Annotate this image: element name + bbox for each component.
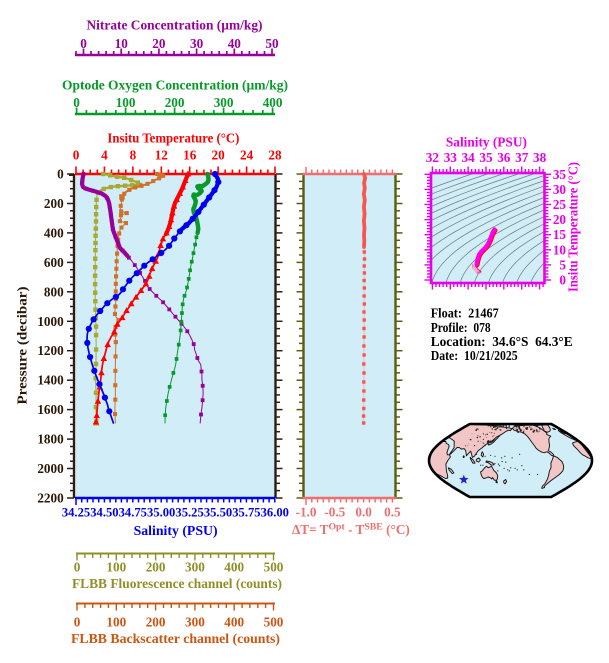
svg-text:1400: 1400 (37, 373, 64, 388)
svg-text:Salinity (PSU): Salinity (PSU) (134, 523, 218, 538)
svg-text:Date: 10/21/2025: Date: 10/21/2025 (431, 348, 518, 363)
svg-text:35.50: 35.50 (204, 506, 232, 520)
svg-text:0.0: 0.0 (355, 505, 372, 520)
svg-text:0: 0 (73, 95, 80, 110)
svg-text:34.75: 34.75 (119, 506, 147, 520)
svg-text:400: 400 (224, 615, 244, 630)
svg-text:Insitu Temperature (°C): Insitu Temperature (°C) (566, 162, 581, 292)
svg-text:0: 0 (80, 36, 87, 51)
svg-text:100: 100 (106, 615, 126, 630)
svg-text:0: 0 (74, 615, 81, 630)
svg-text:24: 24 (240, 148, 254, 163)
svg-text:20: 20 (553, 212, 567, 227)
svg-text:33: 33 (444, 150, 458, 165)
svg-text:Optode Oxygen Concentration (µ: Optode Oxygen Concentration (µm/kg) (62, 78, 288, 93)
svg-text:FLBB Backscatter channel (coun: FLBB Backscatter channel (counts) (71, 631, 280, 646)
svg-text:300: 300 (185, 615, 205, 630)
svg-text:4: 4 (101, 148, 108, 163)
svg-text:Salinity (PSU): Salinity (PSU) (446, 135, 527, 150)
svg-text:20: 20 (152, 36, 166, 51)
svg-text:10: 10 (115, 36, 129, 51)
svg-text:1800: 1800 (37, 432, 64, 447)
svg-text:35.25: 35.25 (175, 506, 203, 520)
svg-text:35.00: 35.00 (147, 506, 175, 520)
svg-text:FLBB Fluorescence channel (cou: FLBB Fluorescence channel (counts) (72, 576, 282, 591)
svg-text:800: 800 (44, 284, 64, 299)
svg-text:30: 30 (190, 36, 204, 51)
svg-text:36: 36 (497, 150, 511, 165)
svg-text:1200: 1200 (37, 343, 64, 358)
svg-text:5: 5 (559, 257, 566, 272)
svg-text:20: 20 (212, 148, 226, 163)
svg-text:0: 0 (73, 148, 80, 163)
svg-text:ΔT= TOpt - TSBE (°C): ΔT= TOpt - TSBE (°C) (292, 522, 410, 538)
svg-text:0: 0 (57, 167, 64, 182)
svg-text:34.50: 34.50 (90, 506, 118, 520)
svg-text:300: 300 (214, 95, 234, 110)
svg-text:0: 0 (559, 273, 566, 288)
svg-text:8: 8 (130, 148, 137, 163)
svg-text:32: 32 (426, 150, 440, 165)
svg-text:0: 0 (74, 560, 81, 575)
svg-text:36.00: 36.00 (261, 506, 289, 520)
svg-text:40: 40 (228, 36, 242, 51)
svg-text:400: 400 (44, 225, 64, 240)
svg-text:10: 10 (553, 242, 567, 257)
svg-text:400: 400 (263, 95, 283, 110)
svg-text:15: 15 (553, 227, 567, 242)
svg-text:500: 500 (264, 615, 284, 630)
svg-text:200: 200 (146, 560, 166, 575)
svg-text:0.5: 0.5 (384, 505, 401, 520)
svg-text:34.25: 34.25 (62, 506, 90, 520)
svg-text:35.75: 35.75 (232, 506, 260, 520)
svg-text:Insitu Temperature (°C): Insitu Temperature (°C) (107, 131, 239, 146)
svg-text:12: 12 (155, 148, 169, 163)
svg-text:38: 38 (533, 150, 547, 165)
svg-text:Float: 21467: Float: 21467 (431, 306, 499, 321)
svg-text:28: 28 (268, 148, 282, 163)
svg-text:35: 35 (479, 150, 493, 165)
svg-text:25: 25 (553, 197, 567, 212)
svg-text:-0.5: -0.5 (324, 505, 345, 520)
svg-text:200: 200 (165, 95, 185, 110)
svg-text:16: 16 (183, 148, 197, 163)
svg-text:2200: 2200 (37, 491, 64, 506)
svg-text:500: 500 (264, 560, 284, 575)
svg-text:2000: 2000 (37, 461, 64, 476)
svg-text:1000: 1000 (37, 314, 64, 329)
svg-text:300: 300 (185, 560, 205, 575)
svg-text:1600: 1600 (37, 402, 64, 417)
svg-text:30: 30 (553, 182, 567, 197)
svg-text:50: 50 (265, 36, 279, 51)
svg-text:-1.0: -1.0 (296, 505, 317, 520)
svg-text:37: 37 (515, 150, 529, 165)
svg-text:34: 34 (462, 150, 476, 165)
svg-text:200: 200 (146, 615, 166, 630)
svg-text:400: 400 (224, 560, 244, 575)
svg-text:100: 100 (116, 95, 136, 110)
svg-text:100: 100 (106, 560, 126, 575)
svg-text:Pressure (decibar): Pressure (decibar) (15, 287, 30, 405)
svg-text:Profile: 078: Profile: 078 (431, 320, 491, 335)
svg-text:600: 600 (44, 255, 64, 270)
svg-text:Nitrate Concentration (µm/kg): Nitrate Concentration (µm/kg) (87, 18, 263, 33)
svg-text:Location: 34.6°S 64.3°E: Location: 34.6°S 64.3°E (431, 334, 573, 349)
svg-text:200: 200 (44, 196, 64, 211)
svg-text:35: 35 (553, 167, 567, 182)
